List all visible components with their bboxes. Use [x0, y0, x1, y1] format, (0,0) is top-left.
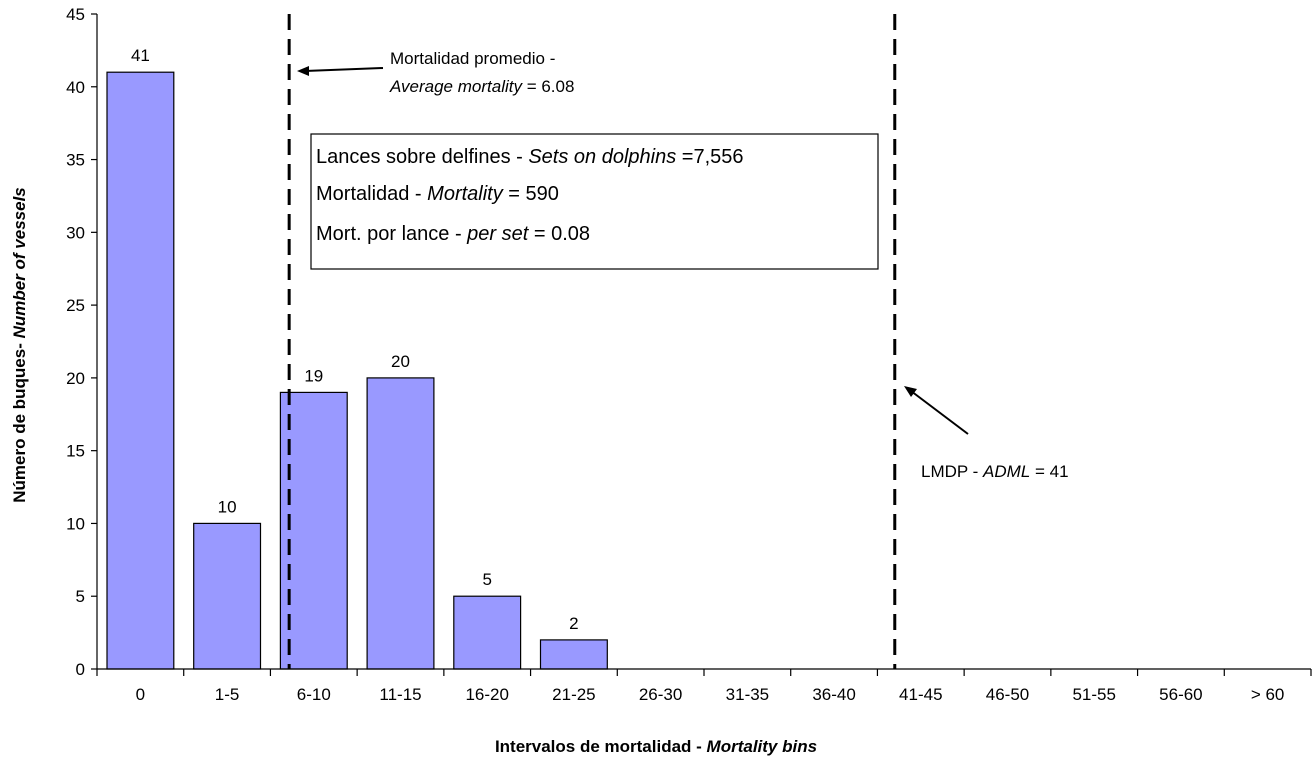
y-tick-label: 25 — [66, 296, 85, 315]
bar-1-5 — [193, 522, 262, 670]
average-label-value: = 6.08 — [522, 77, 574, 96]
stats-sets-value: =7,556 — [676, 146, 743, 168]
bar-6-10 — [279, 391, 348, 670]
bar-11-15 — [366, 377, 435, 670]
stats-mortality-line: Mortalidad - Mortality = 590 — [316, 183, 559, 205]
bars-layer: 41 10 19 20 5 2 — [106, 46, 608, 670]
average-mortality-annotation: Mortalidad promedio - Average mortality … — [297, 49, 574, 96]
adml-annotation: LMDP - ADML = 41 — [904, 386, 1069, 481]
y-tick-label: 35 — [66, 151, 85, 170]
x-axis-title-en: Mortality bins — [707, 737, 818, 756]
adml-label-value: = 41 — [1030, 462, 1068, 481]
y-tick-label: 5 — [76, 587, 85, 606]
adml-label-en: ADML — [982, 462, 1030, 481]
stats-box-frame — [310, 133, 879, 270]
x-tick-label: 51-55 — [1072, 685, 1115, 704]
x-tick-label: 31-35 — [726, 685, 769, 704]
adml-label: LMDP - ADML = 41 — [921, 462, 1069, 481]
bar-21-25 — [539, 639, 608, 670]
average-arrow-line — [304, 67, 384, 72]
y-axis-title: Número de buques- Number of vessels — [10, 187, 29, 503]
x-tick-label: 46-50 — [986, 685, 1029, 704]
x-tick-label: 1-5 — [215, 685, 240, 704]
x-tick-label: 36-40 — [812, 685, 855, 704]
data-label: 20 — [391, 352, 410, 371]
stats-sets-line: Lances sobre delfines - Sets on dolphins… — [316, 146, 744, 168]
stats-sets-es: Lances sobre delfines - — [316, 146, 528, 168]
y-axis-title-en: Number of vessels — [10, 187, 29, 338]
data-label: 41 — [131, 46, 150, 65]
stats-mortality-value: = 590 — [503, 183, 559, 205]
stats-perset-en: per set — [466, 223, 530, 245]
x-tick-label: 16-20 — [465, 685, 508, 704]
stats-mortality-en: Mortality — [427, 183, 504, 205]
stats-box: Lances sobre delfines - Sets on dolphins… — [310, 133, 879, 270]
x-tick-label: 56-60 — [1159, 685, 1202, 704]
average-label-es: Mortalidad promedio - — [390, 49, 555, 68]
average-label-en: Average mortality — [389, 77, 523, 96]
y-tick-label: 40 — [66, 78, 85, 97]
y-tick-label: 0 — [76, 660, 85, 679]
stats-mortality-es: Mortalidad - — [316, 183, 427, 205]
data-label: 2 — [569, 614, 578, 633]
adml-label-es: LMDP - — [921, 462, 983, 481]
stats-sets-en: Sets on dolphins — [528, 146, 676, 168]
stats-perset-line: Mort. por lance - per set = 0.08 — [316, 223, 590, 245]
adml-arrow-line — [910, 390, 969, 435]
average-label-line2: Average mortality = 6.08 — [389, 77, 574, 96]
data-label: 10 — [218, 497, 237, 516]
x-axis-title: Intervalos de mortalidad - Mortality bin… — [495, 737, 817, 756]
reference-lines-layer — [287, 14, 897, 669]
data-label: 19 — [304, 366, 323, 385]
data-label: 5 — [482, 570, 491, 589]
x-tick-label: 26-30 — [639, 685, 682, 704]
x-tick-label: 21-25 — [552, 685, 595, 704]
adml-arrow-head — [904, 386, 917, 397]
x-tick-label: > 60 — [1251, 685, 1285, 704]
y-tick-label: 45 — [66, 5, 85, 24]
y-tick-label: 20 — [66, 369, 85, 388]
x-tick-label: 41-45 — [899, 685, 942, 704]
bar-0 — [106, 71, 175, 670]
x-tick-label: 6-10 — [297, 685, 331, 704]
bar-16-20 — [453, 595, 522, 670]
y-tick-label: 10 — [66, 514, 85, 533]
stats-perset-value: = 0.08 — [528, 223, 590, 245]
x-tick-label: 11-15 — [379, 685, 421, 704]
average-arrow-head — [297, 66, 309, 76]
x-tick-label: 0 — [136, 685, 145, 704]
stats-perset-es: Mort. por lance - — [316, 223, 467, 245]
y-tick-label: 30 — [66, 223, 85, 242]
x-axis-title-es: Intervalos de mortalidad - — [495, 737, 707, 756]
y-tick-label: 15 — [66, 442, 85, 461]
y-axis-title-es: Número de buques- — [10, 338, 29, 502]
